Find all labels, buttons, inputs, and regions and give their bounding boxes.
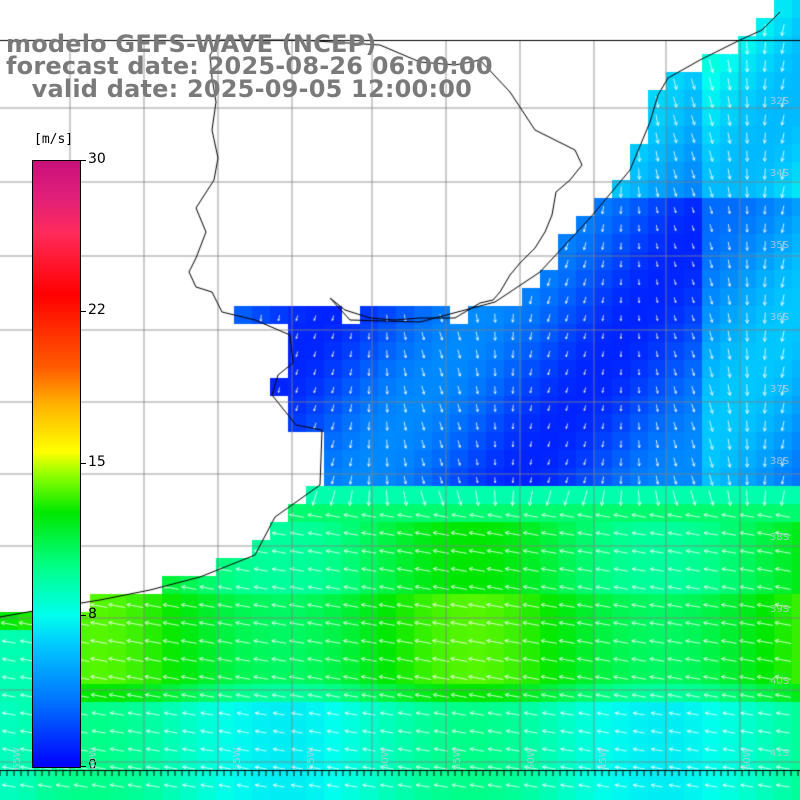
lon-label: 55W — [452, 747, 463, 770]
lon-label: 65W — [12, 747, 23, 770]
lat-label: 36S — [770, 312, 790, 323]
colorbar-tick — [80, 766, 86, 767]
lat-label: 34S — [770, 168, 790, 179]
lon-label: 60W — [88, 747, 99, 770]
colorbar-label-0: 0 — [88, 757, 97, 773]
colorbar-tick — [80, 160, 86, 161]
colorbar-label-15: 15 — [88, 454, 106, 470]
lat-label: 40S — [770, 676, 790, 687]
forecast-date: forecast date: 2025-08-26 06:00:00 — [6, 52, 493, 80]
lat-label: 38S — [770, 456, 790, 467]
colorbar-tick — [80, 463, 86, 464]
lon-label: 50W — [380, 747, 391, 770]
lon-label: 55W — [306, 747, 317, 770]
colorbar-label-30: 30 — [88, 151, 106, 167]
lon-label: 50W — [742, 747, 753, 770]
lat-label: 32S — [770, 96, 790, 107]
lat-label: 41S — [770, 748, 790, 759]
lat-label: 38S — [770, 532, 790, 543]
lat-label: 35S — [770, 240, 790, 251]
lon-label: 55W — [232, 747, 243, 770]
colorbar-label-8: 8 — [88, 606, 97, 622]
colorbar-label-22: 22 — [88, 302, 106, 318]
colorbar — [32, 160, 81, 768]
lat-label: 39S — [770, 604, 790, 615]
lat-label: 37S — [770, 384, 790, 395]
valid-date: valid date: 2025-09-05 12:00:00 — [6, 75, 473, 103]
colorbar-unit: [m/s] — [34, 132, 74, 147]
colorbar-tick — [80, 615, 86, 616]
model-title: modelo GEFS-WAVE (NCEP) — [6, 30, 377, 58]
lon-label: 45W — [598, 747, 609, 770]
colorbar-tick — [80, 311, 86, 312]
lon-label: 50W — [526, 747, 537, 770]
